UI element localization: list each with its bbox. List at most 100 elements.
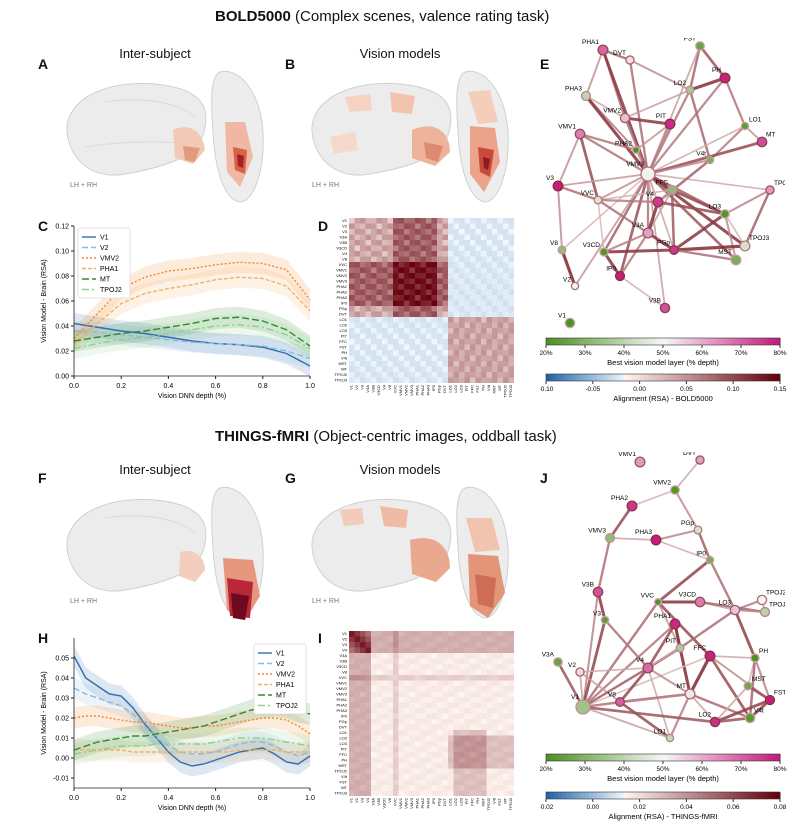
heat-cell <box>475 284 481 290</box>
network-node-label: TPOJ2 <box>766 589 785 596</box>
heat-cell <box>354 262 360 268</box>
heat-cell <box>492 229 498 235</box>
x-tick-label: 1.0 <box>305 383 315 390</box>
heat-cell <box>508 223 514 229</box>
heat-row-label: PH <box>341 758 347 763</box>
heat-cell <box>349 752 355 758</box>
network-node-label: FST <box>774 690 785 697</box>
heat-cell <box>470 240 476 246</box>
heat-cell <box>393 636 399 642</box>
heat-cell <box>481 372 487 378</box>
heat-cell <box>376 355 382 361</box>
heat-cell <box>475 746 481 752</box>
heat-cell <box>371 311 377 317</box>
heat-cell <box>481 774 487 780</box>
heat-cell <box>376 322 382 328</box>
heat-cell <box>354 730 360 736</box>
heat-cell <box>431 779 437 785</box>
heat-cell <box>387 642 393 648</box>
heat-cell <box>453 344 459 350</box>
heat-cell <box>349 311 355 317</box>
network-node-v3a <box>553 657 563 667</box>
heat-cell <box>420 311 426 317</box>
heat-cell <box>442 273 448 279</box>
heat-cell <box>470 344 476 350</box>
heat-row-label: TPOJ3 <box>335 378 348 383</box>
brain-map-b <box>311 70 509 203</box>
network-node-vmv3 <box>640 166 656 182</box>
heat-cell <box>481 702 487 708</box>
heat-cell <box>459 653 465 659</box>
network-node-v4 <box>652 196 664 208</box>
network-edge <box>714 685 749 723</box>
heat-cell <box>426 757 432 763</box>
panel-label-d: D <box>318 218 329 234</box>
heat-cell <box>376 741 382 747</box>
heat-cell <box>503 339 509 345</box>
heat-cell <box>420 653 426 659</box>
heat-cell <box>459 713 465 719</box>
heat-cell <box>503 636 509 642</box>
heat-cell <box>475 691 481 697</box>
heat-cell <box>371 724 377 730</box>
heat-cell <box>376 708 382 714</box>
colorbar-cell <box>616 754 621 761</box>
heat-cell <box>459 691 465 697</box>
heat-cell <box>393 757 399 763</box>
heat-cell <box>448 289 454 295</box>
heat-cell <box>360 741 366 747</box>
colorbar-cell <box>573 338 578 345</box>
heat-cell <box>393 284 399 290</box>
heat-col-label: LO1 <box>448 797 453 805</box>
heat-cell <box>497 311 503 317</box>
heat-cell <box>508 267 514 273</box>
heat-row-label: VMV3 <box>336 279 348 284</box>
heat-cell <box>464 708 470 714</box>
heat-cell <box>437 366 443 372</box>
colorbar-cell <box>686 374 691 381</box>
heat-cell <box>376 675 382 681</box>
colorbar-cell <box>721 374 726 381</box>
heat-cell <box>475 785 481 791</box>
heat-col-label: V4 <box>365 797 370 803</box>
heat-cell <box>387 752 393 758</box>
heat-cell <box>492 730 498 736</box>
heat-cell <box>486 680 492 686</box>
heat-cell <box>464 311 470 317</box>
heat-cell <box>470 251 476 257</box>
heat-cell <box>398 658 404 664</box>
heat-row-label: LO3 <box>339 328 347 333</box>
heat-cell <box>382 774 388 780</box>
heat-cell <box>415 295 421 301</box>
heat-cell <box>354 653 360 659</box>
heat-cell <box>365 768 371 774</box>
heat-cell <box>426 653 432 659</box>
heat-cell <box>497 779 503 785</box>
heat-cell <box>453 245 459 251</box>
colorbar-cell <box>756 374 761 381</box>
heat-cell <box>497 240 503 246</box>
heat-cell <box>508 240 514 246</box>
heat-cell <box>365 653 371 659</box>
heat-cell <box>453 757 459 763</box>
heat-cell <box>431 300 437 306</box>
heat-cell <box>409 719 415 725</box>
network-node-dvt <box>695 455 705 465</box>
heat-cell <box>508 675 514 681</box>
heat-cell <box>492 322 498 328</box>
heat-cell <box>492 344 498 350</box>
heat-cell <box>431 658 437 664</box>
heat-cell <box>349 218 355 224</box>
heat-cell <box>481 355 487 361</box>
heat-cell <box>409 300 415 306</box>
heat-cell <box>349 724 355 730</box>
heat-cell <box>398 284 404 290</box>
heat-cell <box>354 240 360 246</box>
heat-cell <box>365 284 371 290</box>
heat-cell <box>376 245 382 251</box>
heat-cell <box>349 757 355 763</box>
heat-cell <box>376 774 382 780</box>
colorbar-label: Alignment (RSA) - THINGS-fMRI <box>608 812 717 821</box>
colorbar-cell <box>627 754 633 761</box>
colorbar-cell <box>659 754 664 761</box>
